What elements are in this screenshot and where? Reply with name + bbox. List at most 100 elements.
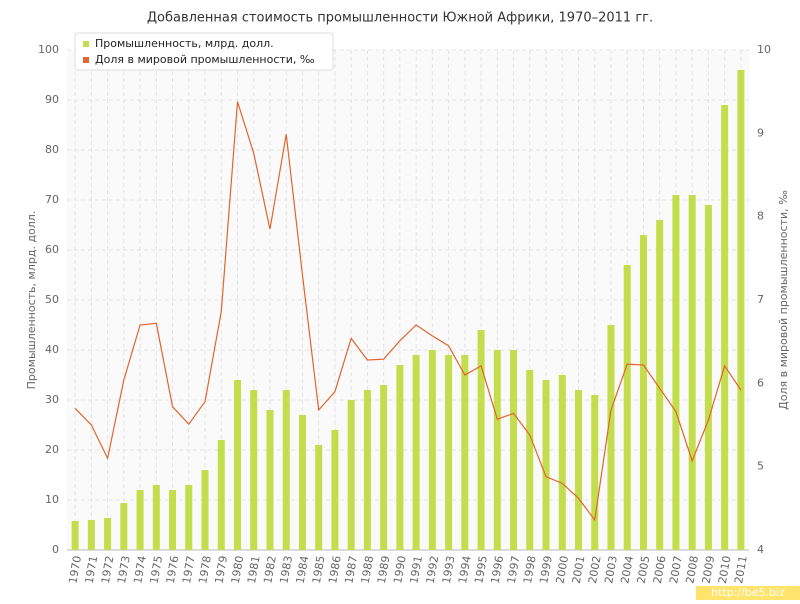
bar (510, 350, 518, 550)
bar (266, 410, 274, 550)
x-tick-label: 1970 (66, 555, 84, 585)
bar (315, 445, 323, 550)
x-tick-label: 2010 (716, 555, 734, 585)
x-tick-label: 1988 (359, 555, 377, 585)
legend-label: Доля в мировой промышленности, ‰ (95, 53, 315, 66)
bar (120, 503, 128, 550)
bar (428, 350, 436, 550)
x-tick-label: 2004 (618, 555, 636, 585)
x-tick-label: 1986 (326, 555, 344, 585)
bar (656, 220, 664, 550)
x-tick-label: 1971 (83, 555, 101, 585)
x-tick-label: 1999 (537, 555, 555, 585)
x-tick-label: 1980 (229, 555, 247, 585)
y-tick-label: 0 (52, 543, 59, 556)
y2-tick-label: 7 (757, 293, 764, 306)
watermark-bg (696, 586, 800, 600)
bar (347, 400, 355, 550)
bar (396, 365, 404, 550)
bar (477, 330, 485, 550)
bar (721, 105, 729, 550)
x-tick-label: 1997 (505, 555, 523, 585)
x-tick-label: 2011 (732, 555, 750, 585)
bar (575, 390, 582, 550)
bar (607, 325, 615, 550)
legend-box (74, 32, 334, 71)
bar (234, 380, 241, 550)
y2-tick-label: 5 (757, 460, 764, 473)
x-tick-label: 2009 (700, 555, 718, 585)
x-tick-label: 2003 (602, 555, 620, 585)
bar (363, 390, 371, 550)
y-tick-label: 80 (45, 143, 59, 156)
x-tick-label: 2008 (683, 555, 701, 585)
x-tick-label: 1977 (180, 555, 198, 585)
legend-swatch (83, 57, 89, 63)
x-tick-label: 1973 (115, 555, 133, 585)
bar (71, 521, 79, 550)
y-tick-label: 60 (45, 243, 59, 256)
bar (493, 350, 501, 550)
bar (298, 415, 306, 550)
x-tick-label: 1998 (521, 555, 539, 585)
x-tick-label: 1979 (213, 555, 231, 585)
bar (526, 370, 534, 550)
x-tick-label: 2002 (586, 555, 604, 585)
bar (152, 485, 160, 550)
y2-tick-label: 4 (757, 543, 764, 556)
line (74, 101, 742, 522)
x-tick-label: 1992 (424, 555, 442, 585)
y-tick-label: 70 (45, 193, 59, 206)
x-tick-label: 1972 (99, 555, 117, 585)
bar (461, 355, 469, 550)
bar (445, 355, 453, 550)
x-tick-label: 2001 (570, 555, 588, 585)
x-tick-label: 1976 (164, 555, 182, 585)
bar (104, 518, 112, 550)
y-tick-label: 10 (45, 493, 59, 506)
x-tick-label: 1983 (277, 555, 295, 585)
bar (201, 470, 209, 550)
y-axis-label: Промышленность, млрд. долл. (25, 211, 38, 390)
bar (169, 490, 177, 550)
chart-title: Добавленная стоимость промышленности Южн… (147, 11, 653, 26)
x-tick-label: 1993 (440, 555, 458, 585)
bar (217, 440, 225, 550)
bar (185, 485, 193, 550)
bar (282, 390, 290, 550)
bar (672, 195, 680, 550)
y-tick-label: 50 (45, 293, 59, 306)
x-tick-label: 1996 (489, 555, 507, 585)
x-tick-label: 1989 (375, 555, 393, 585)
bar (87, 520, 95, 550)
x-tick-label: 1981 (245, 555, 263, 585)
bar (542, 380, 550, 550)
y-tick-label: 20 (45, 443, 59, 456)
bar (704, 205, 712, 550)
watermark: http://be5.biz (711, 586, 785, 599)
x-tick-label: 1987 (342, 555, 360, 585)
legend-swatch (83, 41, 89, 47)
y2-tick-label: 10 (757, 43, 771, 56)
x-tick-label: 1995 (472, 555, 490, 585)
x-tick-label: 2000 (554, 555, 572, 585)
y-tick-label: 40 (45, 343, 59, 356)
x-tick-label: 1978 (196, 555, 214, 585)
bar (591, 395, 599, 550)
bar (639, 235, 647, 550)
y2-tick-label: 6 (757, 376, 764, 389)
bar (250, 390, 258, 550)
y-tick-label: 90 (45, 93, 59, 106)
x-tick-label: 2005 (635, 555, 653, 585)
bar (136, 490, 144, 550)
legend-label: Промышленность, млрд. долл. (95, 37, 274, 50)
y-tick-label: 100 (38, 43, 59, 56)
x-tick-label: 1982 (261, 555, 279, 585)
bar (412, 355, 420, 550)
bar (623, 265, 631, 550)
y2-tick-label: 8 (757, 210, 764, 223)
bar (737, 70, 745, 550)
bar (380, 385, 388, 550)
bar (331, 430, 339, 550)
bar (688, 195, 696, 550)
